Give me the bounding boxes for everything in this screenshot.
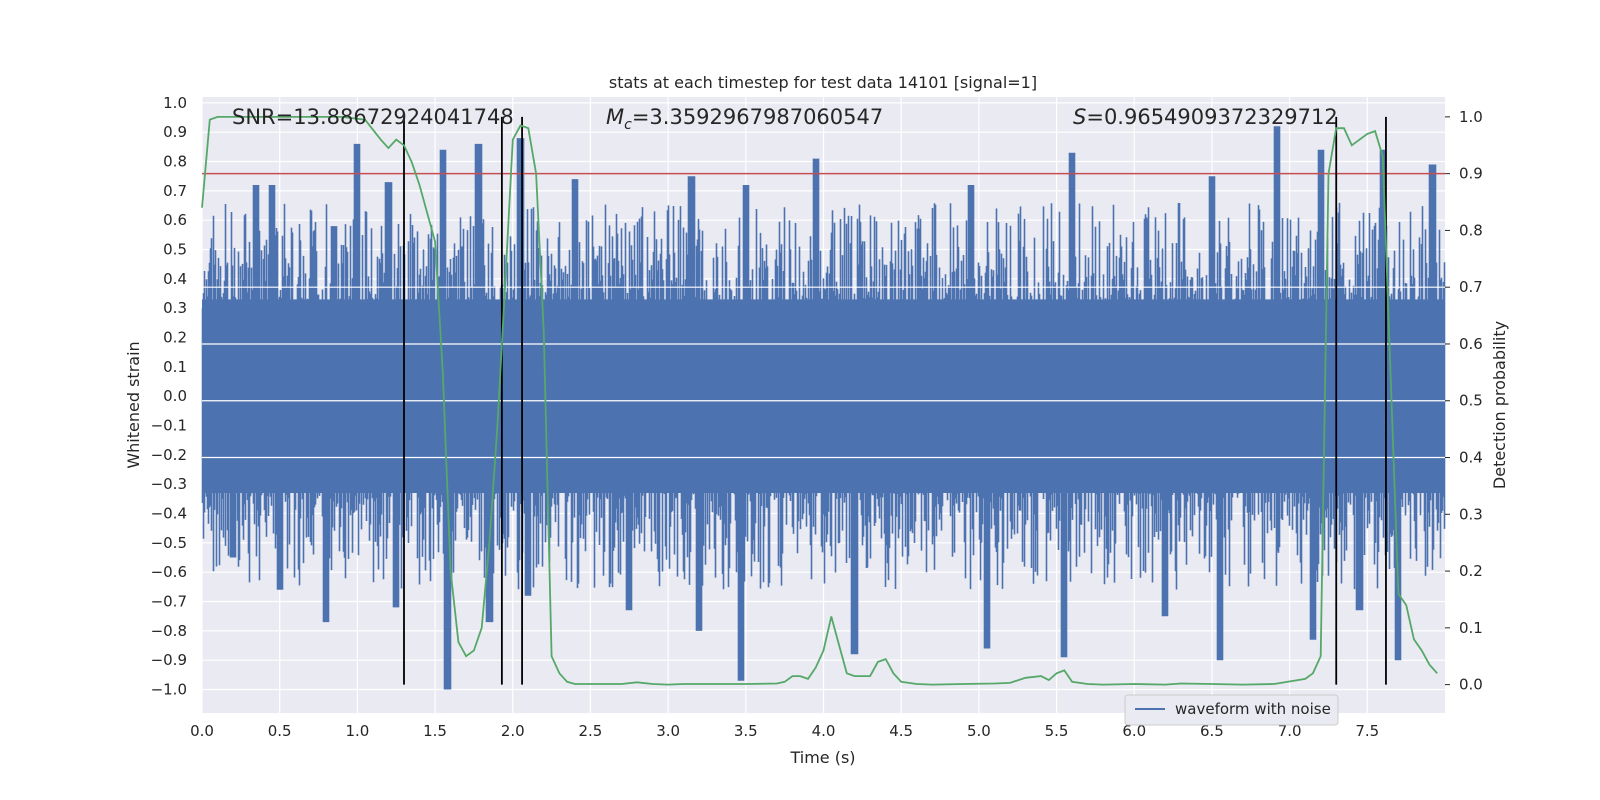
x-axis-label: Time (s) [789,748,855,767]
overlay-lines [202,116,1445,685]
x-tick-label: 4.0 [812,722,836,740]
y-tick-label-left: 1.0 [163,94,187,112]
legend-entry: waveform with noise [1175,700,1331,718]
x-tick-label: 3.5 [734,722,758,740]
y-tick-label-left: −0.1 [151,417,187,435]
probability-series [201,116,1438,686]
y-tick-label-right: 0.0 [1459,676,1483,694]
x-tick-label: 2.0 [501,722,525,740]
legend: waveform with noise [1124,694,1339,726]
y-tick-label-left: −1.0 [151,681,187,699]
y-axis-label-left: Whitened strain [124,341,143,468]
y-tick-label-left: 0.1 [163,358,187,376]
y-tick-label-left: −0.9 [151,651,187,669]
snr-annotation: SNR=13.88672924041748 [232,105,514,129]
waveform-core [202,299,1445,493]
y-tick-label-left: 0.2 [163,329,187,347]
y-tick-label-right: 1.0 [1459,108,1483,126]
probability-line [201,116,1438,686]
waveform-series [201,126,1446,690]
y-tick-label-left: −0.7 [151,593,187,611]
y-tick-label-right: 0.6 [1459,335,1483,353]
x-tick-label: 5.0 [967,722,991,740]
y-tick-label-left: −0.5 [151,534,187,552]
y-tick-label-left: 0.3 [163,299,187,317]
y-tick-label-left: 0.9 [163,123,187,141]
y-tick-label-left: 0.5 [163,241,187,259]
chart-title: stats at each timestep for test data 141… [609,73,1037,92]
y-tick-label-right: 0.8 [1459,221,1483,239]
chirp-mass-value: =3.3592967987060547 [632,105,883,129]
x-tick-label: 1.0 [345,722,369,740]
x-tick-label: 6.5 [1200,722,1224,740]
y-tick-label-left: 0.7 [163,182,187,200]
y-tick-label-left: 0.4 [163,270,187,288]
y-tick-label-left: −0.2 [151,446,187,464]
x-tick-label: 6.0 [1122,722,1146,740]
y-tick-label-right: 0.2 [1459,562,1483,580]
y-axis-label-right: Detection probability [1490,321,1509,489]
y-tick-label-left: −0.8 [151,622,187,640]
legend-box [1124,694,1339,726]
x-tick-label: 2.5 [579,722,603,740]
y-tick-label-left: −0.3 [151,475,187,493]
x-tick-label: 5.5 [1045,722,1069,740]
chirp-mass-subscript: c [624,117,632,133]
x-tick-label: 1.5 [423,722,447,740]
chirp-mass-symbol: M [606,105,624,129]
y-tick-label-right: 0.9 [1459,165,1483,183]
chirp-mass-annotation: Mc=3.3592967987060547 [606,105,883,133]
y-tick-label-left: 0.0 [163,387,187,405]
y-tick-label-left: 0.8 [163,153,187,171]
y-tick-label-left: 0.6 [163,211,187,229]
y-tick-label-right: 0.4 [1459,449,1483,467]
y-tick-label-right: 0.3 [1459,505,1483,523]
y-tick-label-right: 0.5 [1459,392,1483,410]
score-value: =0.9654909372329712 [1086,105,1337,129]
score-annotation: S=0.9654909372329712 [1073,105,1338,129]
x-tick-label: 7.0 [1278,722,1302,740]
x-tick-label: 7.5 [1355,722,1379,740]
y-tick-label-right: 0.7 [1459,278,1483,296]
tick-labels: 0.0 0.5 1.0 1.5 2.0 2.5 3.0 3.5 4.0 4.5 5.0 5.5 6.0 6… [151,94,1483,740]
score-symbol: S [1073,105,1086,129]
x-tick-label: 3.0 [656,722,680,740]
y-tick-label-left: −0.6 [151,563,187,581]
x-tick-label: 0.5 [268,722,292,740]
y-tick-label-left: −0.4 [151,505,187,523]
y-tick-label-right: 0.1 [1459,619,1483,637]
x-tick-label: 4.5 [889,722,913,740]
x-tick-label: 0.0 [190,722,214,740]
